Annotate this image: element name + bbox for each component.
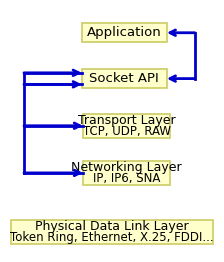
FancyBboxPatch shape [82,69,167,88]
FancyBboxPatch shape [11,220,213,244]
Text: Application: Application [87,26,162,39]
Text: Networking Layer: Networking Layer [71,161,182,174]
Text: IP, IP6, SNA: IP, IP6, SNA [93,172,160,185]
Text: TCP, UDP, RAW: TCP, UDP, RAW [83,125,170,138]
FancyBboxPatch shape [82,23,167,42]
Text: Socket API: Socket API [89,72,159,85]
Text: Physical Data Link Layer: Physical Data Link Layer [35,220,189,233]
FancyBboxPatch shape [83,161,170,185]
Text: Transport Layer: Transport Layer [78,114,175,127]
Text: Token Ring, Ethernet, X.25, FDDI...: Token Ring, Ethernet, X.25, FDDI... [10,231,214,244]
FancyBboxPatch shape [83,114,170,138]
